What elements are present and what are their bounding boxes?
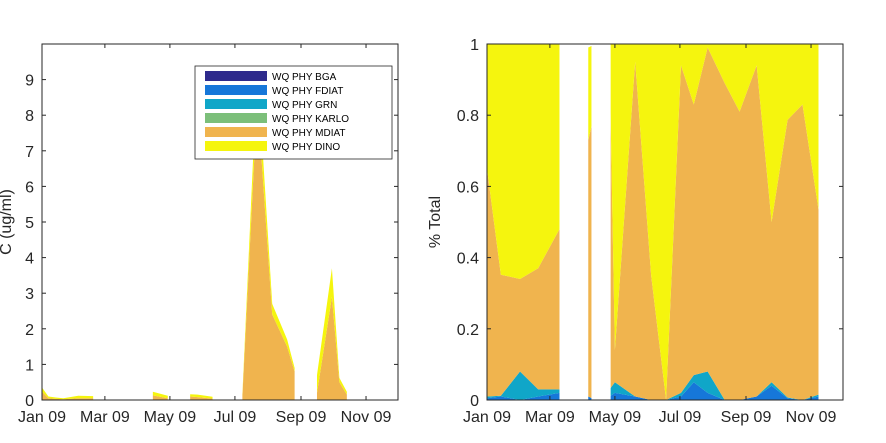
y-axis-label: % Total (427, 196, 444, 248)
y-tick-label: 0 (25, 393, 34, 410)
y-tick-label: 8 (25, 108, 34, 125)
x-tick-label: May 09 (589, 409, 642, 426)
x-tick-label: Jul 09 (214, 409, 257, 426)
legend-label: WQ PHY DINO (272, 142, 340, 153)
y-tick-label: 6 (25, 179, 34, 196)
tick-marks (41, 44, 398, 401)
area-wq-phy-grn (487, 371, 560, 400)
percent-total-chart: 0 0.2 0.4 0.6 0.8 1 Jan 09 Mar 09 May 09 Jul 09 S… (427, 37, 844, 426)
legend-items: WQ PHY BGA WQ PHY FDIAT WQ PHY GRN WQ PHY K… (205, 71, 349, 153)
legend-swatch (205, 85, 267, 95)
legend: WQ PHY BGA WQ PHY FDIAT WQ PHY GRN WQ PHY K… (194, 65, 393, 160)
legend-label: WQ PHY FDIAT (272, 86, 343, 97)
legend-swatch (205, 141, 267, 151)
area-wq-phy-fdiat (487, 392, 560, 400)
x-tick-label: Mar 09 (525, 409, 575, 426)
area-wq-phy-dino (152, 391, 168, 399)
concentration-chart: 0 1 2 3 4 5 6 7 8 9 Jan 09 Mar 09 May 09 Jul 09 Sep 0… (0, 43, 399, 426)
axes-box (486, 43, 844, 401)
y-tick-label: 0 (470, 393, 479, 410)
legend-label: WQ PHY MDIAT (272, 128, 346, 139)
area-wq-phy-dino (588, 44, 819, 400)
legend-label: WQ PHY BGA (272, 72, 337, 83)
legend-label: WQ PHY KARLO (272, 114, 349, 125)
area-wq-phy-mdiat (487, 168, 560, 397)
area-wq-phy-mdiat (242, 97, 295, 401)
x-tick-label: Jul 09 (659, 409, 702, 426)
tick-marks (486, 43, 843, 401)
y-tick-label: 7 (25, 144, 34, 161)
y-tick-label: 9 (25, 73, 34, 90)
area-wq-phy-dino (316, 268, 347, 395)
area-wq-phy-dino (190, 394, 213, 399)
area-wq-phy-grn (588, 371, 819, 400)
x-tick-label: Mar 09 (80, 409, 130, 426)
x-tick-labels: Jan 09 Mar 09 May 09 Jul 09 Sep 09 Nov 09 (18, 409, 391, 426)
area-wq-phy-dino (42, 387, 94, 400)
y-tick-label: 0.2 (457, 322, 479, 339)
y-tick-labels: 0 1 2 3 4 5 6 7 8 9 (25, 73, 34, 410)
data-gap (561, 44, 582, 400)
stacked-areas (487, 44, 819, 401)
area-wq-phy-mdiat (42, 391, 94, 400)
area-wq-phy-mdiat (190, 396, 213, 400)
x-tick-label: Nov 09 (341, 409, 392, 426)
y-axis-label: C (ug/ml) (0, 189, 15, 255)
legend-label: WQ PHY GRN (272, 100, 337, 111)
y-tick-label: 2 (25, 322, 34, 339)
y-tick-label: 4 (25, 251, 34, 268)
x-tick-label: Sep 09 (276, 409, 327, 426)
area-wq-phy-dino (487, 44, 560, 279)
area-wq-phy-mdiat (152, 395, 168, 400)
x-tick-label: Sep 09 (721, 409, 772, 426)
area-wq-phy-fdiat (588, 382, 819, 400)
y-tick-label: 1 (25, 357, 34, 374)
y-tick-labels: 0 0.2 0.4 0.6 0.8 1 (457, 37, 479, 410)
y-tick-label: 0.4 (457, 251, 479, 268)
stacked-areas (42, 65, 347, 401)
y-tick-label: 0.8 (457, 108, 479, 125)
x-tick-labels: Jan 09 Mar 09 May 09 Jul 09 Sep 09 Nov 09 (463, 409, 836, 426)
y-tick-label: 5 (25, 215, 34, 232)
y-tick-label: 3 (25, 286, 34, 303)
legend-swatch (205, 99, 267, 109)
y-tick-label: 0.6 (457, 179, 479, 196)
x-tick-label: Jan 09 (463, 409, 511, 426)
x-tick-label: Nov 09 (786, 409, 837, 426)
legend-swatch (205, 113, 267, 123)
y-tick-label: 1 (470, 37, 479, 54)
area-wq-phy-mdiat (316, 296, 347, 400)
x-tick-label: May 09 (144, 409, 197, 426)
area-wq-phy-mdiat (588, 47, 819, 401)
x-tick-label: Jan 09 (18, 409, 66, 426)
data-gap (591, 44, 611, 400)
legend-swatch (205, 71, 267, 81)
legend-swatch (205, 127, 267, 137)
